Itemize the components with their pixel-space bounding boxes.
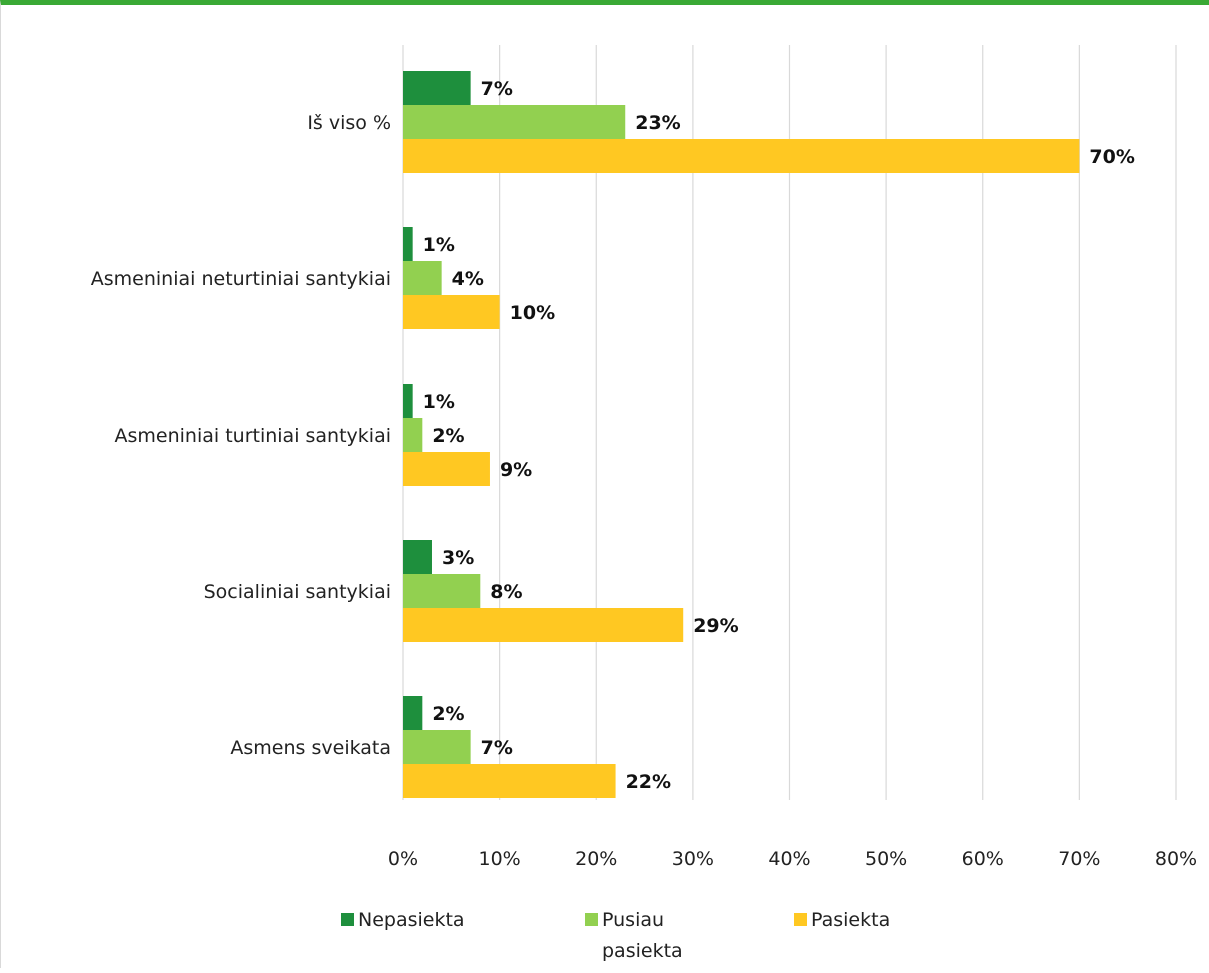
data-label: 10% [510, 302, 555, 324]
category-label: Asmens sveikata [230, 737, 391, 759]
data-label: 3% [442, 547, 474, 569]
data-label: 29% [693, 615, 738, 637]
data-label: 22% [626, 771, 671, 793]
data-label: 1% [423, 391, 455, 413]
data-label: 70% [1089, 146, 1134, 168]
x-tick-label: 30% [672, 848, 714, 870]
data-label: 7% [481, 737, 513, 759]
data-label: 9% [500, 459, 532, 481]
bar [403, 764, 616, 798]
legend-swatch [341, 913, 354, 926]
legend-swatch [585, 913, 598, 926]
bar [403, 608, 684, 642]
labels: 0% 10% 20% 30% 40% 50% 60% 70% 80% 7% 23% 70% Iš vis… [91, 78, 1197, 870]
bar [403, 696, 423, 730]
legend-label: Nepasiekta [358, 909, 465, 931]
bar [403, 71, 471, 105]
x-tick-label: 70% [1058, 848, 1100, 870]
data-label: 1% [423, 234, 455, 256]
data-label: 2% [432, 703, 464, 725]
legend-label: Pasiekta [811, 909, 890, 931]
bar [403, 730, 471, 764]
x-tick-label: 20% [575, 848, 617, 870]
bar [403, 139, 1080, 173]
category-label: Asmeniniai turtiniai santykiai [115, 425, 392, 447]
category-label: Iš viso % [307, 112, 391, 134]
bar [403, 452, 490, 486]
x-tick-label: 50% [865, 848, 907, 870]
legend-swatch [794, 913, 807, 926]
x-tick-label: 40% [768, 848, 810, 870]
bar [403, 384, 413, 418]
x-tick-label: 0% [388, 848, 418, 870]
x-tick-label: 60% [962, 848, 1004, 870]
data-label: 23% [635, 112, 680, 134]
bar [403, 227, 413, 261]
bars [403, 71, 1080, 798]
bar-chart: 0% 10% 20% 30% 40% 50% 60% 70% 80% 7% 23% 70% Iš vis… [91, 45, 1197, 962]
bar [403, 261, 442, 295]
bar [403, 295, 500, 329]
data-label: 8% [490, 581, 522, 603]
x-tick-label: 80% [1155, 848, 1197, 870]
data-label: 2% [432, 425, 464, 447]
bar [403, 540, 432, 574]
category-label: Socialiniai santykiai [204, 581, 391, 603]
bar [403, 105, 626, 139]
bar [403, 574, 481, 608]
x-tick-label: 10% [479, 848, 521, 870]
bar [403, 418, 423, 452]
data-label: 7% [481, 78, 513, 100]
legend-label: Pusiau pasiekta [602, 909, 683, 962]
data-label: 4% [452, 268, 484, 290]
category-label: Asmeniniai neturtiniai santykiai [91, 268, 391, 290]
legend: Nepasiekta Pusiau pasiekta Pasiekta [341, 909, 890, 962]
